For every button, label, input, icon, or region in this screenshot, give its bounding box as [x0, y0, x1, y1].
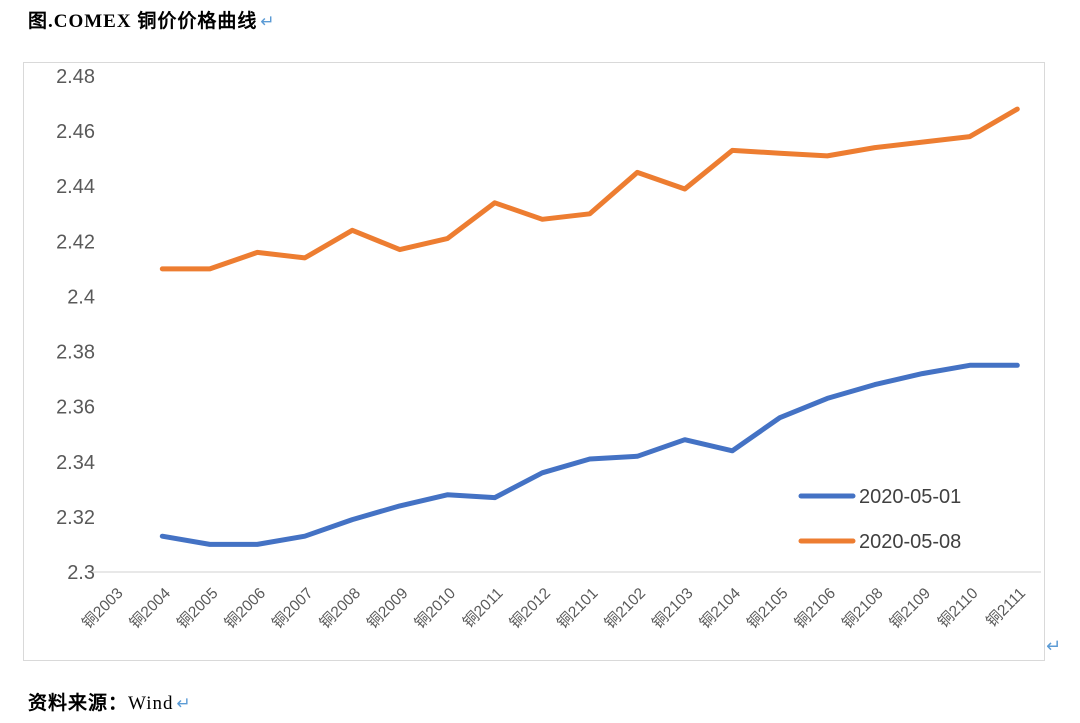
- page-title-text: 图.COMEX 铜价价格曲线: [28, 11, 258, 32]
- y-tick-label: 2.34: [56, 452, 95, 474]
- x-tick-label: 铜2008: [316, 584, 364, 632]
- x-tick-label: 铜2006: [221, 584, 269, 632]
- chart-return-mark-icon: ↵: [1046, 636, 1062, 657]
- x-tick-label: 铜2007: [269, 584, 317, 632]
- x-tick-label: 铜2109: [886, 584, 934, 632]
- title-return-mark-icon: ↵: [260, 12, 276, 32]
- x-tick-label: 铜2009: [364, 584, 412, 632]
- x-tick-label: 铜2010: [411, 584, 459, 632]
- x-tick-label: 铜2101: [554, 584, 602, 632]
- x-tick-label: 铜2105: [744, 584, 792, 632]
- y-tick-label: 2.32: [56, 507, 95, 529]
- x-tick-label: 铜2102: [601, 584, 649, 632]
- x-tick-label: 铜2106: [791, 584, 839, 632]
- x-tick-label: 铜2103: [649, 584, 697, 632]
- x-tick-label: 铜2004: [126, 584, 174, 632]
- y-tick-label: 2.48: [56, 66, 95, 88]
- x-tick-label: 铜2003: [79, 584, 127, 632]
- price-chart: 2.482.462.442.422.42.382.362.342.322.3铜2…: [56, 66, 1041, 632]
- x-tick-label: 铜2108: [839, 584, 887, 632]
- series-line-2020-05-08: [159, 106, 1020, 272]
- series-line-2020-05-01: [159, 362, 1020, 547]
- x-tick-label: 铜2111: [983, 584, 1029, 630]
- source-return-mark-icon: ↵: [176, 694, 192, 714]
- y-tick-label: 2.3: [67, 562, 95, 584]
- x-tick-label: 铜2012: [506, 584, 554, 632]
- y-tick-label: 2.38: [56, 342, 95, 364]
- legend-label-2020-05-01: 2020-05-01: [859, 486, 961, 508]
- x-tick-label: 铜2005: [174, 584, 222, 632]
- chart-frame: 2.48 2.46 2.44 2.42 2.4 2.38 2.36 2.34 2.32 2.3 铜2…: [23, 62, 1045, 661]
- page-title: 图.COMEX 铜价价格曲线 ↵: [28, 6, 276, 33]
- x-tick-label: 铜2104: [696, 584, 744, 632]
- x-tick-label: 铜2110: [934, 584, 982, 632]
- y-tick-label: 2.4: [67, 286, 95, 308]
- x-tick-label: 铜2011: [459, 584, 506, 631]
- source-value: Wind: [128, 693, 174, 714]
- y-tick-label: 2.46: [56, 121, 95, 143]
- y-tick-label: 2.36: [56, 397, 95, 419]
- source-note: 资料来源：Wind ↵: [28, 688, 192, 715]
- legend-label-2020-05-08: 2020-05-08: [859, 531, 961, 553]
- source-label: 资料来源：: [28, 693, 129, 714]
- y-tick-label: 2.42: [56, 231, 95, 253]
- y-tick-label: 2.44: [56, 176, 95, 198]
